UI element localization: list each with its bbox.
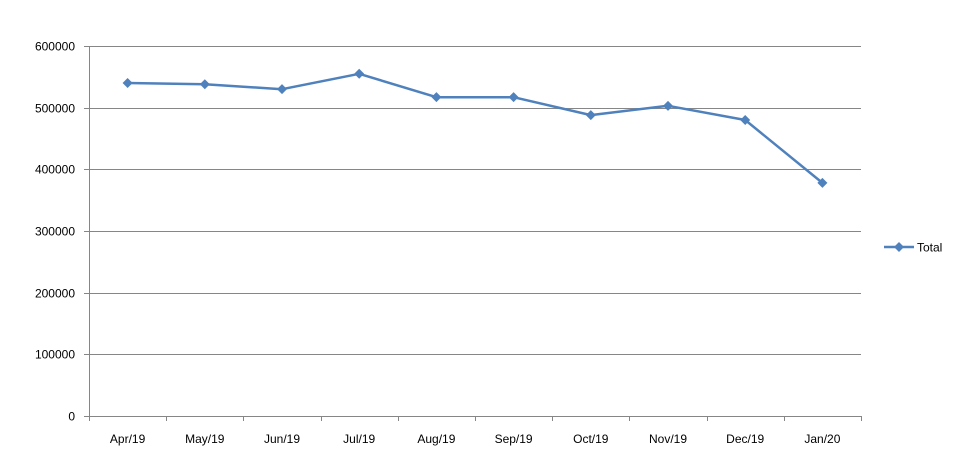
data-point-total xyxy=(585,110,596,121)
axes xyxy=(84,46,862,421)
x-tick-label: Sep/19 xyxy=(495,432,533,446)
y-tick-label: 100000 xyxy=(35,348,75,362)
data-point-total xyxy=(508,92,519,103)
data-point-total xyxy=(199,79,210,90)
data-point-total xyxy=(122,78,133,88)
x-tick-label: Jun/19 xyxy=(264,432,300,446)
y-tick-label: 200000 xyxy=(35,287,75,301)
legend-label-total: Total xyxy=(917,241,942,255)
data-point-total xyxy=(663,100,673,111)
x-tick-label: Jan/20 xyxy=(804,432,840,446)
y-tick-label: 300000 xyxy=(35,225,75,239)
x-tick-label: Oct/19 xyxy=(573,432,609,446)
x-tick-label: Aug/19 xyxy=(417,432,455,446)
y-tick-label: 600000 xyxy=(35,40,75,54)
x-axis-tick-labels: Apr/19 May/19 Jun/19 Jul/19 Aug/19 Sep/19 Oct/… xyxy=(110,432,841,446)
x-tick-label: May/19 xyxy=(185,432,225,446)
gridlines xyxy=(89,46,861,355)
x-tick-label: Apr/19 xyxy=(110,432,146,446)
x-tick-label: Dec/19 xyxy=(726,432,764,446)
legend: Total xyxy=(884,241,942,255)
data-point-total xyxy=(277,84,287,95)
data-point-total xyxy=(354,68,365,79)
y-tick-label: 500000 xyxy=(35,102,75,116)
y-axis-tick-labels: 0 100000 200000 300000 400000 500000 600000 xyxy=(35,40,75,424)
series-line-total xyxy=(127,72,824,184)
series-total xyxy=(122,68,828,188)
y-tick-label: 400000 xyxy=(35,163,75,177)
x-tick-label: Jul/19 xyxy=(343,432,375,446)
legend-marker-total xyxy=(894,242,904,252)
data-point-total xyxy=(817,177,828,188)
x-tick-label: Nov/19 xyxy=(649,432,687,446)
data-point-total xyxy=(740,115,751,125)
y-tick-label: 0 xyxy=(68,410,75,424)
data-point-total xyxy=(431,92,442,103)
